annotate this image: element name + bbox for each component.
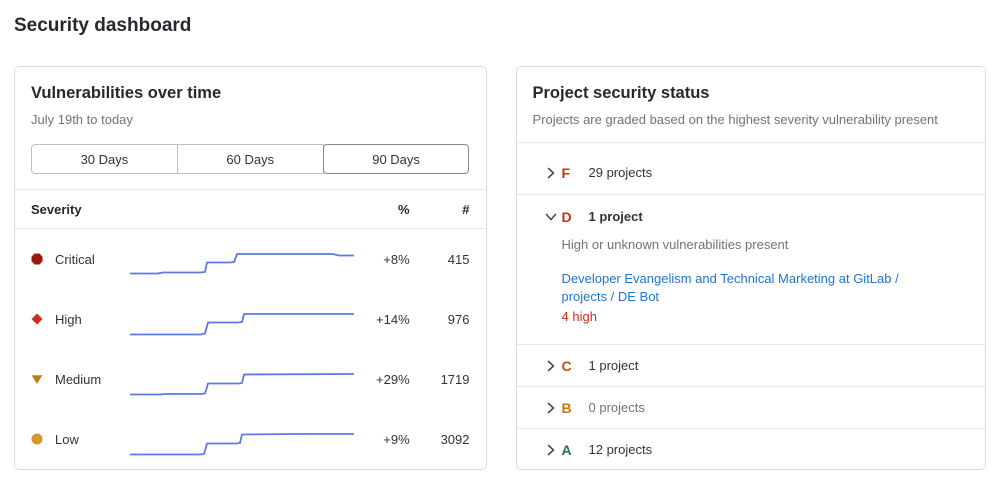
day-range-selector: 30 Days 60 Days 90 Days	[31, 144, 470, 174]
range-button-90-days[interactable]: 90 Days	[322, 144, 470, 174]
grade-item-f: F 29 projects	[517, 151, 986, 194]
severity-label-cell: Medium	[31, 372, 130, 387]
percent-change-value: +14%	[376, 311, 410, 327]
grade-letter-c: C	[561, 357, 572, 374]
grade-letter-b: B	[561, 399, 572, 416]
severity-label: High	[55, 311, 82, 327]
vulnerability-count-value: 1719	[440, 371, 470, 387]
grade-d-detail: High or unknown vulnerabilities present …	[517, 236, 986, 344]
project-link[interactable]: Developer Evangelism and Technical Marke…	[561, 271, 899, 304]
grade-item-a: A 12 projects	[516, 428, 986, 469]
finding-count: 4 high	[561, 309, 597, 324]
table-row-critical: Critical +8% 415	[15, 229, 486, 289]
grade-letter-a: A	[561, 441, 572, 458]
medium-severity-icon	[31, 373, 43, 385]
grade-item-c: C 1 project	[516, 344, 986, 386]
grade-summary: 0 projects	[588, 400, 645, 415]
severity-table-header: Severity % #	[15, 190, 486, 228]
grade-summary: 12 projects	[588, 442, 653, 457]
sparkline-critical	[129, 241, 354, 278]
low-severity-icon	[31, 433, 43, 445]
grade-item-b: B 0 projects	[516, 386, 986, 428]
severity-label: Low	[55, 431, 79, 447]
grade-description: High or unknown vulnerabilities present	[561, 237, 789, 252]
project-security-card-subtitle: Projects are graded based on the highest…	[532, 112, 938, 127]
range-button-60-days[interactable]: 60 Days	[176, 144, 324, 174]
table-row-low: Low +9% 3092	[15, 409, 486, 469]
percent-column-header: %	[397, 202, 410, 217]
sparkline-medium	[129, 361, 354, 398]
project-security-card-title: Project security status	[532, 84, 710, 102]
grade-item-d: D 1 project High or unknown vulnerabilit…	[516, 194, 986, 344]
severity-label-cell: Critical	[31, 252, 130, 267]
grade-summary: 1 project	[588, 209, 643, 224]
severity-label: Medium	[55, 371, 102, 387]
chevron-right-icon	[545, 444, 557, 456]
project-security-card-header: Project security status Projects are gra…	[517, 67, 986, 129]
vulnerabilities-over-time-card: Vulnerabilities over time July 19th to t…	[14, 66, 487, 470]
severity-label-cell: High	[31, 312, 130, 327]
grade-list: F 29 projects D 1 project High or unkno	[516, 143, 986, 469]
vulnerability-count-value: 415	[447, 251, 470, 267]
vulnerability-count-value: 976	[447, 311, 470, 327]
divider	[15, 228, 486, 229]
grade-row-c[interactable]: C 1 project	[517, 345, 986, 386]
grade-row-f[interactable]: F 29 projects	[517, 151, 986, 194]
high-severity-icon	[31, 313, 43, 325]
percent-change-value: +9%	[383, 431, 410, 447]
table-row-medium: Medium +29% 1719	[15, 349, 486, 409]
severity-table-body: Critical +8% 415 High	[15, 229, 486, 469]
chevron-down-icon	[545, 211, 557, 223]
divider	[15, 189, 486, 190]
divider	[516, 142, 985, 143]
grade-row-a[interactable]: A 12 projects	[517, 429, 986, 469]
chevron-right-icon	[545, 402, 557, 414]
project-security-status-card: Project security status Projects are gra…	[515, 66, 986, 470]
grade-row-b[interactable]: B 0 projects	[517, 387, 986, 428]
sparkline-high	[129, 301, 354, 338]
grade-row-d[interactable]: D 1 project	[517, 195, 986, 238]
vulnerabilities-card-header: Vulnerabilities over time July 19th to t…	[15, 67, 486, 174]
critical-severity-icon	[31, 253, 43, 265]
percent-change-value: +8%	[383, 251, 410, 267]
severity-label: Critical	[55, 251, 95, 267]
vulnerabilities-card-title: Vulnerabilities over time	[31, 84, 222, 102]
grade-summary: 29 projects	[588, 165, 653, 180]
vulnerability-count-value: 3092	[440, 431, 470, 447]
dashboard-cards: Vulnerabilities over time July 19th to t…	[14, 66, 986, 470]
chevron-right-icon	[545, 360, 557, 372]
count-column-header: #	[462, 202, 470, 217]
range-button-30-days[interactable]: 30 Days	[31, 144, 178, 174]
chevron-right-icon	[545, 167, 557, 179]
severity-column-header: Severity	[31, 202, 82, 217]
vulnerabilities-date-range: July 19th to today	[31, 112, 133, 127]
severity-label-cell: Low	[31, 432, 130, 447]
grade-letter-f: F	[561, 164, 571, 181]
table-row-high: High +14% 976	[15, 289, 486, 349]
percent-change-value: +29%	[376, 371, 410, 387]
grade-letter-d: D	[561, 208, 572, 225]
page-title: Security dashboard	[14, 15, 192, 36]
sparkline-low	[129, 421, 354, 458]
grade-summary: 1 project	[588, 358, 639, 373]
